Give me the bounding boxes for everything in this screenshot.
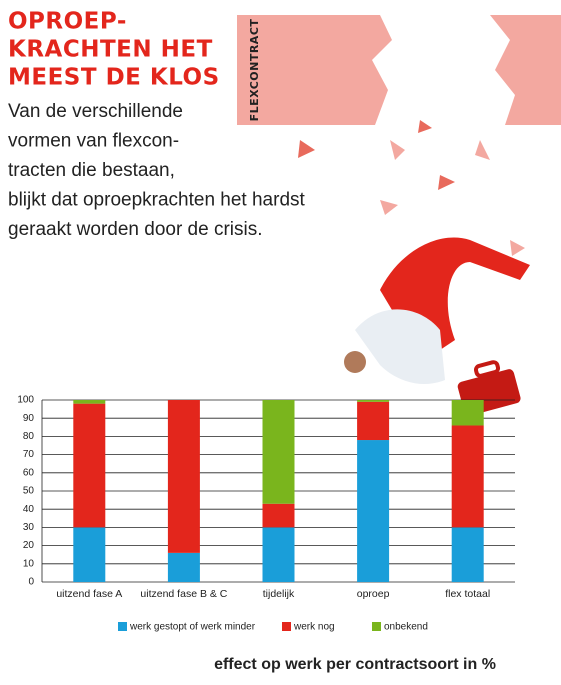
bar-segment (73, 400, 106, 404)
y-tick-label: 90 (23, 413, 35, 424)
y-tick-label: 30 (23, 522, 35, 533)
bar-segment (357, 401, 390, 441)
x-tick-label: flex totaal (445, 588, 490, 600)
y-tick-label: 0 (28, 577, 34, 588)
intro-text: vormen van flexcon- (8, 131, 179, 152)
bar-segment (73, 403, 106, 528)
intro-text: Van de verschillende (8, 101, 183, 122)
intro-text: blijkt dat oproepkrachten het hardst (8, 190, 306, 211)
illustration (237, 15, 561, 416)
y-tick-label: 50 (23, 486, 35, 497)
x-tick-label: uitzend fase A (56, 588, 122, 600)
bar-segment (167, 552, 200, 582)
bar-segment (357, 400, 390, 402)
legend-swatch (118, 622, 127, 631)
bar-segment (262, 400, 295, 504)
bar-segment (73, 527, 106, 582)
headline: KRACHTEN HET (8, 37, 213, 63)
legend-swatch (372, 622, 381, 631)
bar-segment (451, 425, 484, 528)
y-tick-label: 70 (23, 449, 35, 460)
intro-text: geraakt worden door de crisis. (8, 219, 263, 240)
headline: OPROEP- (8, 9, 127, 35)
bar-segment (167, 400, 200, 553)
y-tick-label: 20 (23, 540, 35, 551)
y-tick-label: 60 (23, 467, 35, 478)
bar-segment (262, 527, 295, 582)
tag: FLEXCONTRACT (248, 19, 261, 122)
y-tick-label: 10 (23, 558, 35, 569)
legend-swatch (282, 622, 291, 631)
x-tick-label: oproep (357, 588, 390, 600)
y-tick-label: 100 (17, 395, 34, 406)
x-tick-label: tijdelijk (263, 588, 295, 600)
headline: MEEST DE KLOS (8, 65, 220, 91)
legend-label: werk gestopt of werk minder (129, 622, 256, 633)
legend-label: onbekend (384, 622, 428, 633)
y-tick-label: 80 (23, 431, 35, 442)
bar-segment (451, 400, 484, 426)
legend-label: werk nog (293, 622, 335, 633)
bar-segment (262, 503, 295, 528)
bar-segment (451, 527, 484, 582)
chart-caption: effect op werk per contractsoort in % (214, 656, 496, 673)
x-tick-label: uitzend fase B & C (140, 588, 227, 600)
intro-text: tracten die bestaan, (8, 160, 175, 181)
y-tick-label: 40 (23, 504, 35, 515)
bar-segment (357, 440, 390, 582)
